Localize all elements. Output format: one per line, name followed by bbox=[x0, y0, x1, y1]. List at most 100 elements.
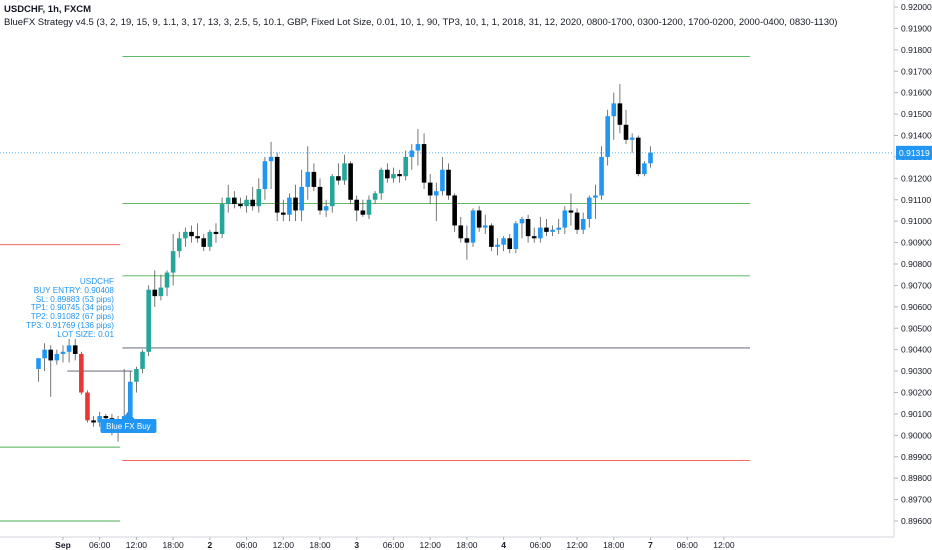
candle-body bbox=[342, 163, 347, 181]
candle-body bbox=[452, 195, 457, 226]
candle-body bbox=[550, 229, 555, 232]
candle-body bbox=[440, 169, 445, 192]
candle-body bbox=[587, 197, 592, 220]
info-tp2: TP2: 0.91082 (67 pips) bbox=[30, 312, 114, 322]
y-tick-label: 0.90400 bbox=[901, 345, 932, 355]
candle-body bbox=[189, 231, 194, 237]
candle-body bbox=[85, 392, 90, 421]
candle-body bbox=[256, 189, 262, 207]
y-tick-label: 0.90900 bbox=[901, 238, 932, 248]
y-tick-label: 0.89800 bbox=[901, 473, 932, 483]
candle-body bbox=[140, 351, 145, 369]
candle-body bbox=[635, 137, 641, 175]
y-tick-label: 0.91400 bbox=[901, 131, 932, 141]
y-tick-label: 0.91200 bbox=[901, 173, 932, 183]
y-tick-label: 0.91100 bbox=[901, 195, 931, 205]
candle-body bbox=[562, 210, 568, 228]
candle-body bbox=[317, 186, 323, 211]
x-tick-label: 06:00 bbox=[677, 540, 699, 550]
candle-body bbox=[489, 225, 494, 247]
candle-body bbox=[329, 176, 335, 207]
candle-body bbox=[268, 156, 274, 162]
y-tick-label: 0.89900 bbox=[901, 452, 932, 462]
candle-body bbox=[385, 169, 390, 179]
candle-body bbox=[238, 204, 243, 207]
info-tp1: TP1: 0.90745 (34 pips) bbox=[30, 303, 114, 313]
candle-body bbox=[427, 182, 433, 196]
candle-body bbox=[146, 289, 151, 352]
y-tick-label: 0.91700 bbox=[901, 66, 932, 76]
candle-body bbox=[507, 238, 513, 250]
candle-body bbox=[568, 210, 574, 213]
candle-body bbox=[336, 176, 341, 181]
candle-body bbox=[519, 219, 525, 224]
candle-body bbox=[103, 416, 109, 419]
candle-body bbox=[250, 199, 255, 207]
x-tick-label: 4 bbox=[501, 540, 506, 550]
y-tick-label: 0.91600 bbox=[901, 88, 932, 98]
buy-signal-label: Blue FX Buy bbox=[106, 422, 150, 431]
y-tick-label: 0.91900 bbox=[901, 23, 932, 33]
candle-body bbox=[446, 169, 451, 196]
info-buy-entry: BUY ENTRY: 0.90408 bbox=[33, 285, 114, 295]
x-tick-label: 12:00 bbox=[420, 540, 442, 550]
y-tick-label: 0.90700 bbox=[901, 280, 932, 290]
x-tick-label: 18:00 bbox=[162, 540, 184, 550]
candle-body bbox=[421, 144, 427, 183]
candle-body bbox=[617, 103, 623, 125]
y-tick-label: 0.90100 bbox=[901, 409, 932, 419]
candle-body bbox=[232, 197, 237, 205]
x-tick-label: Sep bbox=[55, 540, 71, 550]
info-symbol: USDCHF bbox=[79, 277, 114, 286]
y-tick-label: 0.91500 bbox=[901, 109, 932, 119]
chart-title: USDCHF, 1h, FXCM bbox=[4, 4, 92, 15]
x-tick-label: 12:00 bbox=[126, 540, 148, 550]
candle-body bbox=[97, 416, 102, 423]
x-tick-label: 06:00 bbox=[236, 540, 258, 550]
y-tick-label: 0.90800 bbox=[901, 259, 932, 269]
candle-body bbox=[48, 349, 54, 361]
buy-signal-badge[interactable] bbox=[100, 419, 157, 433]
candle-body bbox=[513, 223, 519, 250]
candle-body bbox=[378, 169, 384, 194]
x-tick-label: 2 bbox=[207, 540, 212, 550]
x-tick-label: 12:00 bbox=[566, 540, 588, 550]
candle-body bbox=[580, 219, 586, 230]
last-price-label: 0.91319 bbox=[899, 148, 930, 158]
y-tick-label: 0.90000 bbox=[901, 430, 932, 440]
candle-body bbox=[152, 289, 158, 297]
candle-body bbox=[642, 163, 647, 175]
candle-body bbox=[391, 174, 396, 179]
candle-body bbox=[531, 236, 537, 239]
candle-body bbox=[164, 272, 170, 288]
candle-body bbox=[409, 150, 415, 157]
x-tick-label: 18:00 bbox=[603, 540, 625, 550]
candle-body bbox=[281, 212, 286, 215]
candle-body bbox=[183, 231, 188, 239]
y-tick-label: 0.89700 bbox=[901, 495, 932, 505]
info-lot-size: LOT SIZE: 0.01 bbox=[57, 329, 114, 339]
candle-body bbox=[360, 210, 366, 215]
candle-body bbox=[593, 195, 598, 198]
x-tick-label: 7 bbox=[648, 540, 653, 550]
candle-body bbox=[495, 244, 500, 247]
candle-body bbox=[305, 171, 311, 187]
candle-body bbox=[372, 193, 378, 200]
y-tick-label: 0.89600 bbox=[901, 516, 932, 526]
candle-body bbox=[482, 225, 488, 228]
candle-body bbox=[538, 227, 543, 239]
candle-body bbox=[170, 251, 176, 273]
y-tick-label: 0.90600 bbox=[901, 302, 932, 312]
candle-body bbox=[207, 231, 213, 247]
candle-body bbox=[544, 227, 549, 232]
candle-body bbox=[293, 197, 298, 211]
candle-body bbox=[299, 186, 304, 211]
candle-body bbox=[79, 353, 84, 393]
candle-body bbox=[458, 225, 464, 239]
candle-body bbox=[464, 238, 470, 243]
candle-body bbox=[501, 238, 506, 245]
candle-body bbox=[244, 199, 249, 207]
x-tick-label: 18:00 bbox=[456, 540, 478, 550]
candle-body bbox=[525, 219, 531, 237]
